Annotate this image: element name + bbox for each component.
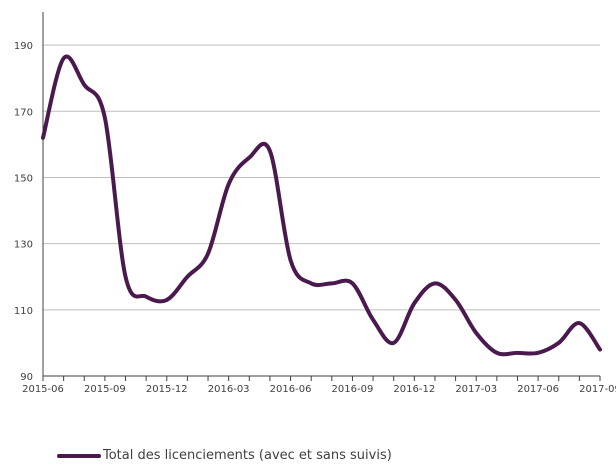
y-tick-label: 150 bbox=[14, 173, 33, 184]
y-tick-label: 170 bbox=[14, 107, 33, 118]
y-axis-ticks: 90 110 130 150 170 190 bbox=[14, 41, 33, 383]
x-tick-label: 2017-06 bbox=[517, 384, 559, 395]
x-tick-label: 2016-12 bbox=[393, 384, 435, 395]
legend-swatch bbox=[57, 453, 101, 458]
x-axis-ticks: 2015-06 2015-09 2015-12 2016-03 2016-06 2016-… bbox=[22, 376, 616, 395]
x-tick-label: 2017-09 bbox=[579, 384, 616, 395]
y-tick-label: 110 bbox=[14, 306, 33, 317]
y-tick-label: 130 bbox=[14, 240, 33, 251]
series-line bbox=[41, 54, 602, 357]
gridlines bbox=[43, 44, 600, 311]
x-tick-label: 2016-03 bbox=[208, 384, 250, 395]
x-tick-label: 2016-06 bbox=[270, 384, 312, 395]
x-tick-label: 2017-03 bbox=[455, 384, 497, 395]
y-tick-label: 90 bbox=[20, 372, 33, 383]
legend: Total des licenciements (avec et sans su… bbox=[57, 448, 392, 463]
axes bbox=[42, 12, 600, 377]
x-tick-label: 2015-06 bbox=[22, 384, 64, 395]
y-tick-label: 190 bbox=[14, 41, 33, 52]
x-tick-label: 2015-09 bbox=[84, 384, 126, 395]
x-tick-label: 2015-12 bbox=[146, 384, 188, 395]
x-tick-label: 2016-09 bbox=[332, 384, 374, 395]
legend-label: Total des licenciements (avec et sans su… bbox=[103, 448, 392, 463]
series-lines bbox=[41, 54, 602, 357]
